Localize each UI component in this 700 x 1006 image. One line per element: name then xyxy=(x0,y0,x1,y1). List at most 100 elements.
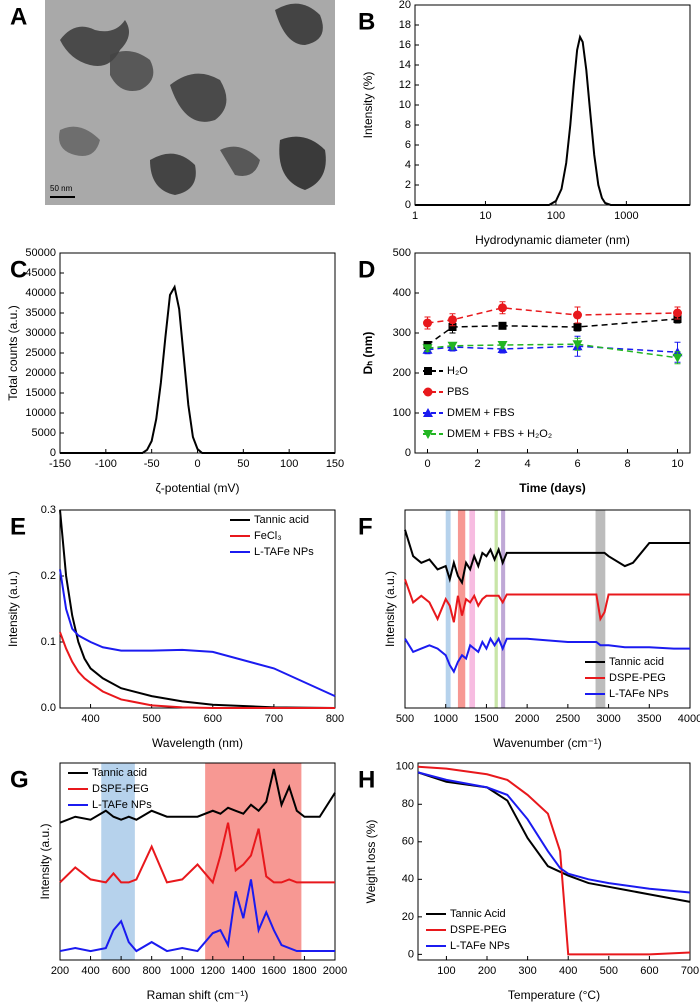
plot-frame xyxy=(414,252,691,454)
y-tick-label: 35000 xyxy=(25,307,56,319)
x-tick-label: 10 xyxy=(671,458,683,470)
highlight-band xyxy=(101,763,135,960)
panel-label: B xyxy=(358,8,375,35)
y-tick-label: 0 xyxy=(50,447,56,459)
x-tick-label: 2000 xyxy=(515,713,539,725)
y-tick-label: 5000 xyxy=(32,427,56,439)
series-line xyxy=(404,636,690,674)
x-axis-title: Raman shift (cm⁻¹) xyxy=(147,988,249,1002)
y-tick-label: 0.0 xyxy=(41,702,56,714)
legend-label: Tannic acid xyxy=(254,514,309,526)
x-axis-title: ζ-potential (mV) xyxy=(156,481,240,495)
y-axis-title: Weight loss (%) xyxy=(364,820,378,904)
y-tick-label: 20 xyxy=(399,0,411,11)
highlight-band xyxy=(445,510,451,708)
x-tick-label: 2 xyxy=(474,458,480,470)
x-tick-label: 10 xyxy=(479,210,491,222)
x-tick-label: -150 xyxy=(49,458,71,470)
tem-particle xyxy=(275,3,323,46)
legend-label: DSPE-PEG xyxy=(609,672,666,684)
series-line xyxy=(417,765,691,956)
series-line xyxy=(60,284,335,454)
x-tick-label: 1500 xyxy=(474,713,498,725)
y-tick-label: 45000 xyxy=(25,267,56,279)
tem-particle xyxy=(170,73,227,122)
marker xyxy=(673,308,682,318)
x-tick-label: 200 xyxy=(51,965,69,977)
y-tick-label: 12 xyxy=(399,79,411,91)
series-line xyxy=(59,509,336,709)
y-tick-label: 0.2 xyxy=(41,570,56,582)
y-tick-label: 400 xyxy=(393,287,411,299)
legend-label: Tannic Acid xyxy=(450,908,506,920)
marker xyxy=(448,315,457,325)
x-tick-label: 400 xyxy=(81,713,99,725)
legend-label: DMEM + FBS + H₂O₂ xyxy=(447,428,552,440)
y-tick-label: 20000 xyxy=(25,367,56,379)
x-tick-label: 100 xyxy=(280,458,298,470)
x-tick-label: 0 xyxy=(424,458,430,470)
x-tick-label: 8 xyxy=(624,458,630,470)
marker xyxy=(498,303,507,313)
series-line xyxy=(417,771,691,903)
legend-marker xyxy=(423,408,433,417)
y-tick-label: 10 xyxy=(399,99,411,111)
tem-particle xyxy=(110,51,154,91)
y-axis-title: Intensity (a.u.) xyxy=(6,571,20,647)
series-line xyxy=(59,822,335,885)
marker xyxy=(497,341,508,350)
plot-frame xyxy=(417,762,691,961)
x-tick-label: 150 xyxy=(326,458,344,470)
x-tick-label: 200 xyxy=(478,965,496,977)
y-tick-label: 300 xyxy=(393,327,411,339)
marker xyxy=(573,323,582,331)
y-tick-label: 0 xyxy=(405,447,411,459)
tem-particle xyxy=(150,153,196,195)
series-line xyxy=(59,569,336,698)
y-tick-label: 80 xyxy=(402,798,414,810)
panel-label: F xyxy=(358,513,373,540)
marker xyxy=(422,344,433,354)
x-tick-label: 700 xyxy=(681,965,699,977)
y-tick-label: 60 xyxy=(402,836,414,848)
x-axis-title: Time (days) xyxy=(519,481,585,495)
highlight-band xyxy=(494,510,498,708)
marker xyxy=(447,341,458,351)
panel-label: H xyxy=(358,766,375,793)
y-tick-label: 100 xyxy=(396,761,414,773)
x-tick-label: 600 xyxy=(204,713,222,725)
x-tick-label: 3500 xyxy=(637,713,661,725)
x-tick-label: 800 xyxy=(326,713,344,725)
tem-image xyxy=(45,0,335,205)
series-line xyxy=(427,343,678,359)
tem-particle xyxy=(279,136,326,190)
x-tick-label: 600 xyxy=(640,965,658,977)
legend-label: L-TAFe NPs xyxy=(450,940,510,952)
legend-label: PBS xyxy=(447,386,469,398)
x-tick-label: 800 xyxy=(142,965,160,977)
legend-marker xyxy=(423,387,433,397)
x-tick-label: 1000 xyxy=(614,210,638,222)
x-tick-label: 3000 xyxy=(596,713,620,725)
series-line xyxy=(59,631,335,709)
y-axis-title: Total counts (a.u.) xyxy=(6,305,20,400)
y-tick-label: 6 xyxy=(405,139,411,151)
x-tick-label: 6 xyxy=(574,458,580,470)
marker xyxy=(572,340,583,350)
panel-label: G xyxy=(10,766,29,793)
panel-label: C xyxy=(10,256,27,283)
y-tick-label: 18 xyxy=(399,19,411,31)
series-line xyxy=(59,879,335,953)
x-axis-title: Wavenumber (cm⁻¹) xyxy=(493,736,602,750)
x-tick-label: 500 xyxy=(142,713,160,725)
tem-particle xyxy=(59,126,100,156)
marker xyxy=(672,353,683,363)
y-tick-label: 100 xyxy=(393,407,411,419)
legend-label: L-TAFe NPs xyxy=(609,688,669,700)
legend-label: FeCl₃ xyxy=(254,530,282,542)
y-tick-label: 15000 xyxy=(25,387,56,399)
x-tick-label: -100 xyxy=(95,458,117,470)
scale-bar-label: 50 nm xyxy=(50,184,73,193)
legend-label: H₂O xyxy=(447,365,468,377)
marker xyxy=(498,321,507,330)
